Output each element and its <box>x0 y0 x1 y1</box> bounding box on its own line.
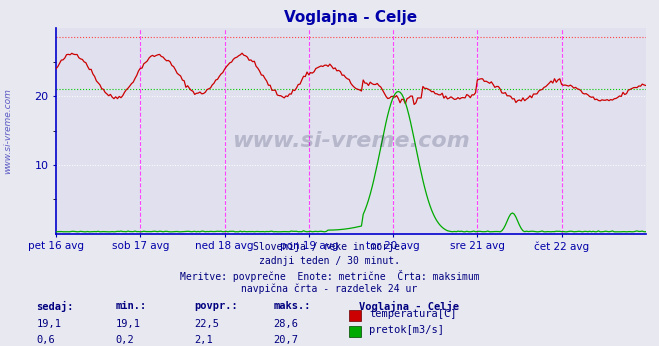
Text: Slovenija / reke in morje.: Slovenija / reke in morje. <box>253 242 406 252</box>
Text: min.:: min.: <box>115 301 146 311</box>
Text: zadnji teden / 30 minut.: zadnji teden / 30 minut. <box>259 256 400 266</box>
Text: 19,1: 19,1 <box>36 319 61 329</box>
Text: Voglajna - Celje: Voglajna - Celje <box>359 301 459 312</box>
Text: Meritve: povprečne  Enote: metrične  Črta: maksimum: Meritve: povprečne Enote: metrične Črta:… <box>180 270 479 282</box>
Text: 2,1: 2,1 <box>194 335 213 345</box>
Text: povpr.:: povpr.: <box>194 301 238 311</box>
Text: temperatura[C]: temperatura[C] <box>369 309 457 319</box>
Text: sedaj:: sedaj: <box>36 301 74 312</box>
Text: 0,6: 0,6 <box>36 335 55 345</box>
Text: www.si-vreme.com: www.si-vreme.com <box>232 131 470 151</box>
Text: 28,6: 28,6 <box>273 319 299 329</box>
Text: www.si-vreme.com: www.si-vreme.com <box>3 89 13 174</box>
Text: navpična črta - razdelek 24 ur: navpična črta - razdelek 24 ur <box>241 284 418 294</box>
Text: 19,1: 19,1 <box>115 319 140 329</box>
Title: Voglajna - Celje: Voglajna - Celje <box>284 10 418 25</box>
Text: 20,7: 20,7 <box>273 335 299 345</box>
Text: pretok[m3/s]: pretok[m3/s] <box>369 325 444 335</box>
Text: maks.:: maks.: <box>273 301 311 311</box>
Text: 22,5: 22,5 <box>194 319 219 329</box>
Text: 0,2: 0,2 <box>115 335 134 345</box>
